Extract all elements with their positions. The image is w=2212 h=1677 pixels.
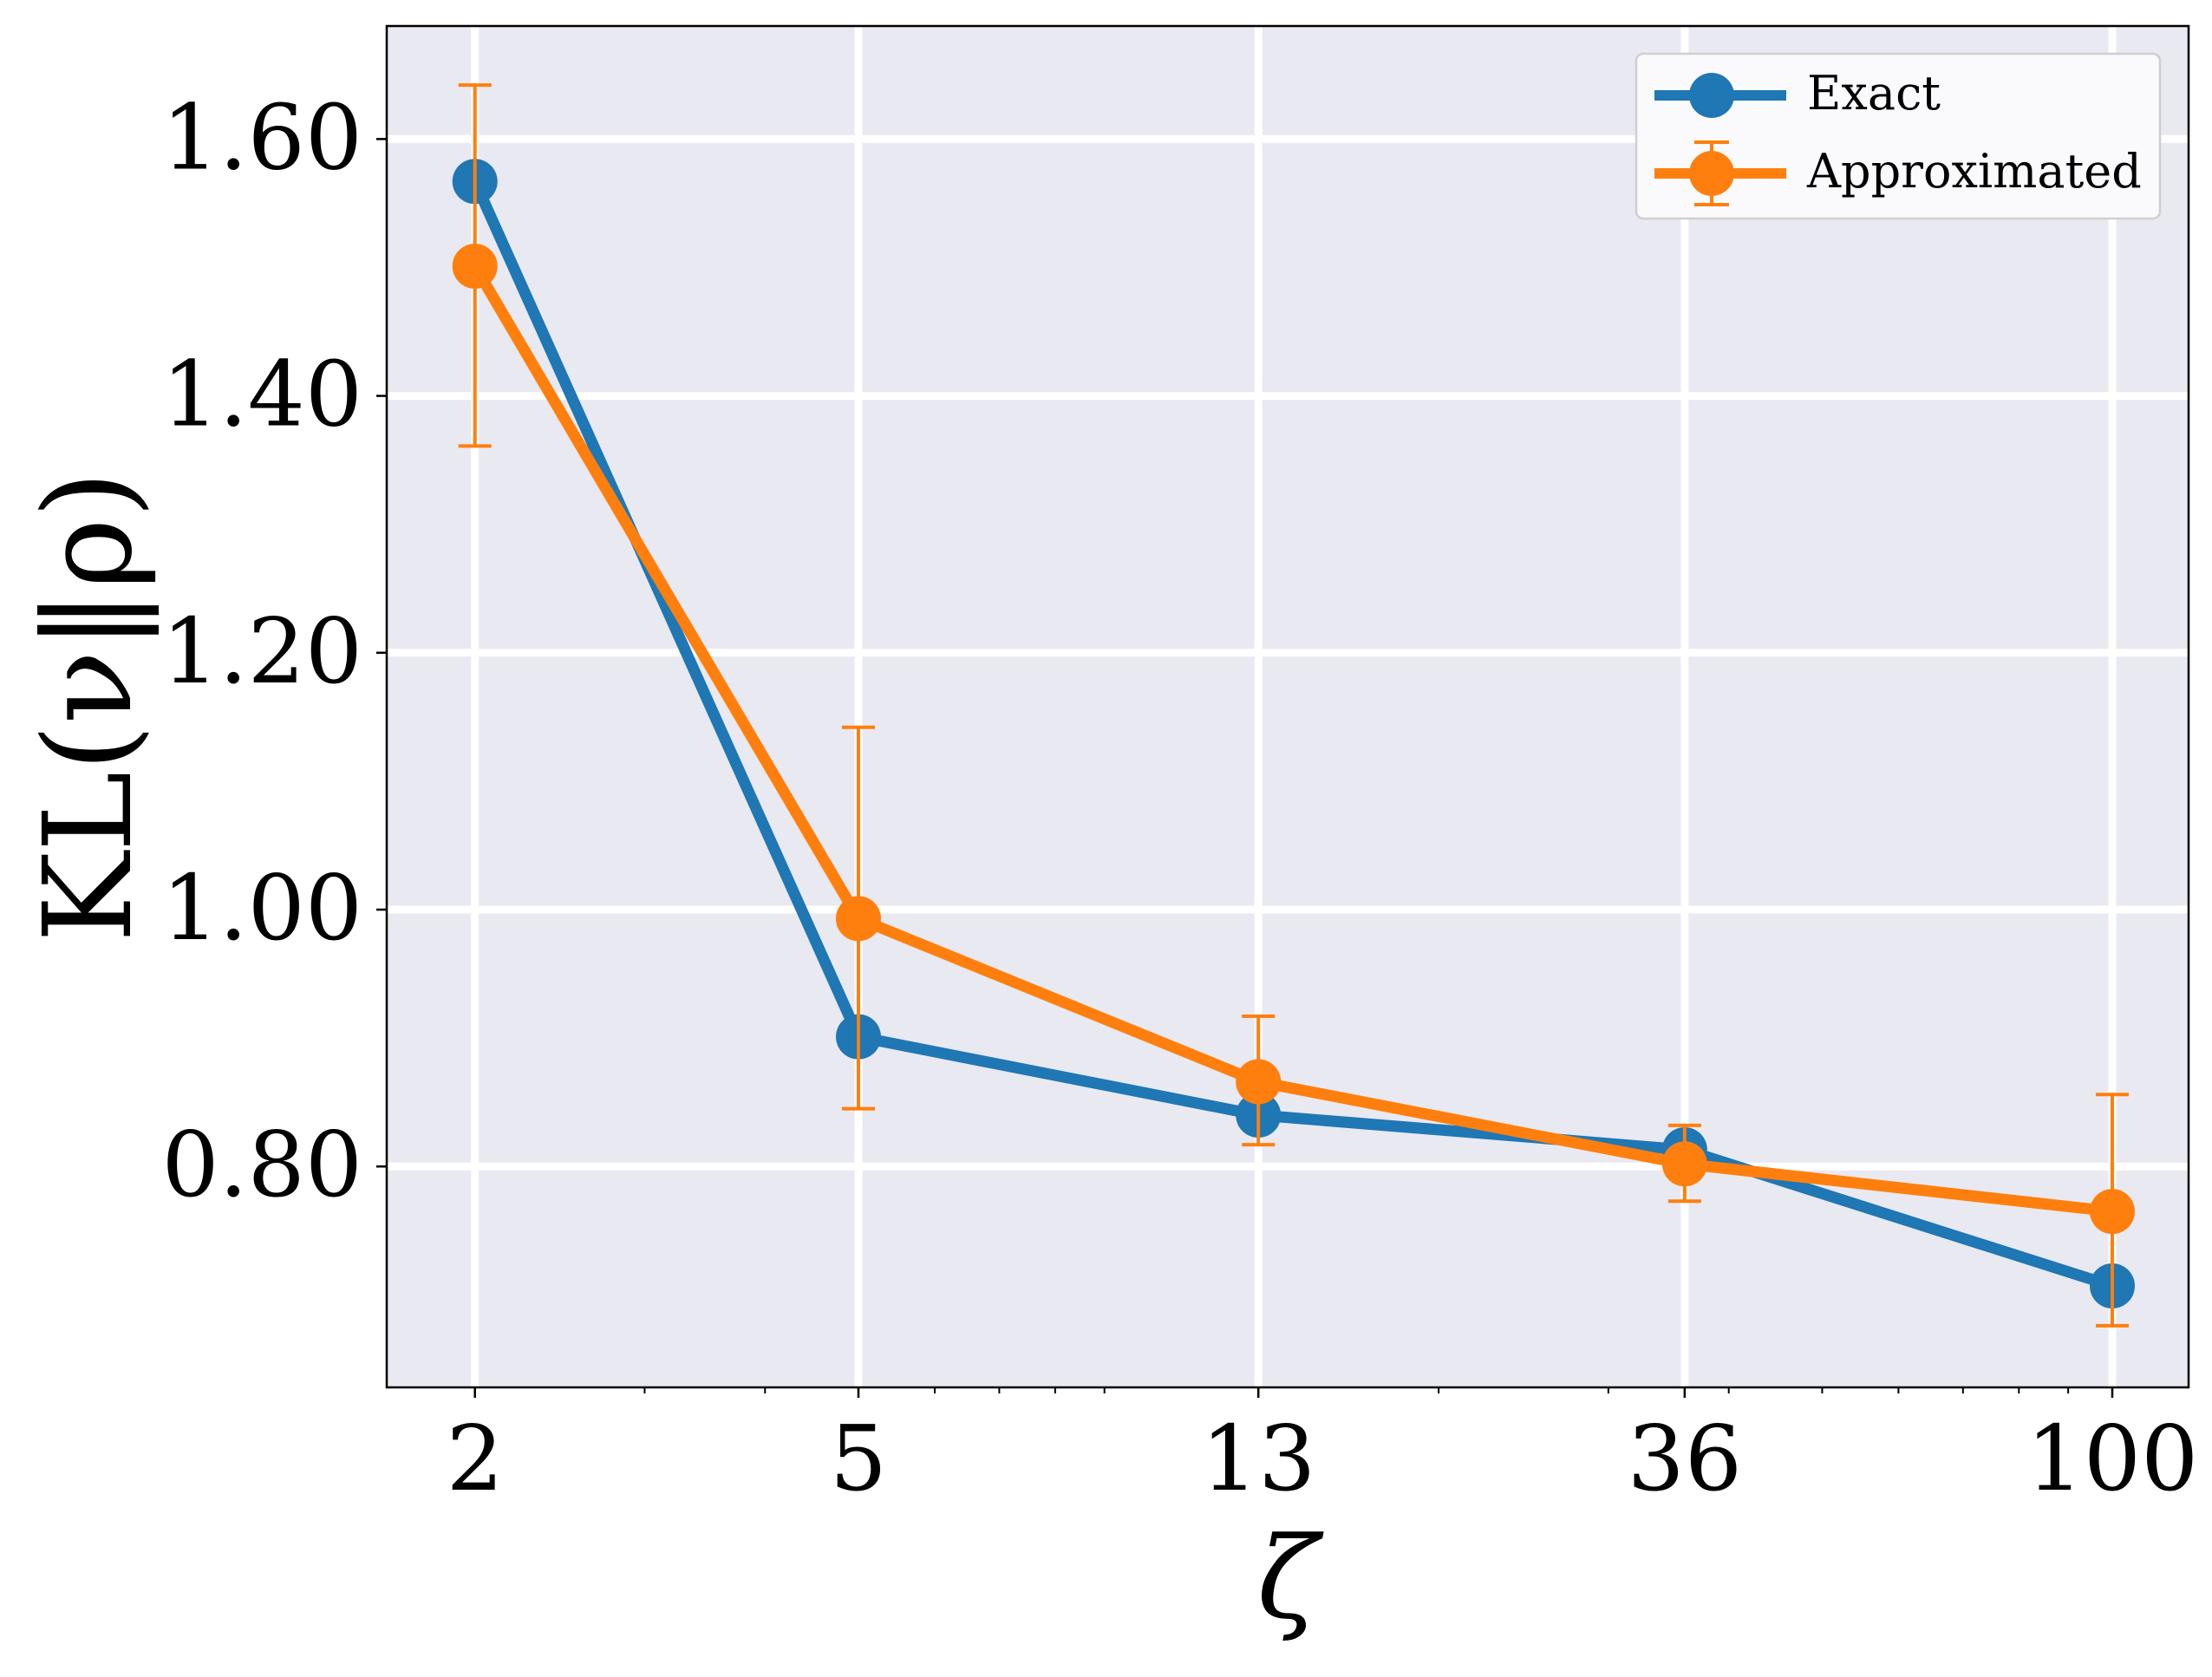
y-tick-label: 1.60 (161, 84, 362, 190)
point-approximated (1661, 1141, 1707, 1187)
y-axis: 0.80 1.00 1.20 1.40 1.60 (161, 84, 387, 1217)
plot-area (387, 26, 2189, 1387)
legend-label-exact: Exact (1807, 66, 1941, 121)
legend: Exact Approximated (1635, 52, 2162, 220)
legend-marker-approximated (1689, 151, 1734, 196)
legend-label-approximated: Approximated (1806, 144, 2142, 199)
plot-frame (385, 24, 2190, 1389)
x-tick-label: 5 (830, 1406, 887, 1511)
x-axis: 2 5 13 36 100 (447, 1387, 2199, 1511)
x-tick-label: 2 (447, 1406, 504, 1511)
point-approximated (835, 896, 881, 942)
series-approximated (452, 83, 2135, 1328)
series-layer (452, 83, 2135, 1328)
y-tick-label: 0.80 (161, 1112, 362, 1217)
x-tick-label: 100 (2026, 1406, 2199, 1511)
x-tick-label: 13 (1201, 1406, 1315, 1511)
point-approximated (452, 243, 498, 289)
legend-entry-approximated: Approximated (1654, 140, 2142, 206)
point-approximated (2089, 1189, 2135, 1235)
point-approximated (1236, 1059, 1282, 1105)
y-axis-label: KL(ν‖ρ) (18, 471, 160, 943)
y-tick-label: 1.20 (161, 598, 362, 704)
legend-marker-exact (1689, 73, 1734, 118)
legend-entry-exact: Exact (1654, 66, 1941, 121)
y-tick-label: 1.00 (161, 855, 362, 961)
x-axis-label: ζ (1257, 1512, 1324, 1644)
x-tick-label: 36 (1628, 1406, 1742, 1511)
y-tick-label: 1.40 (161, 342, 362, 447)
